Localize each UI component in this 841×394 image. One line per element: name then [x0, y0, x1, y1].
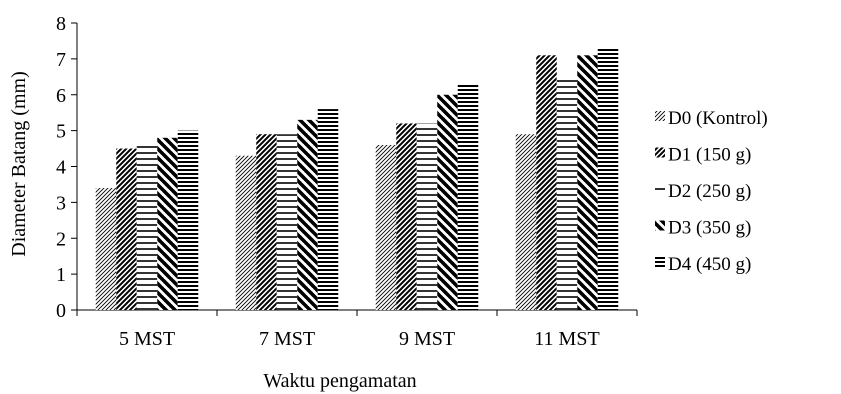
legend-label: D4 (450 g)	[668, 254, 751, 275]
bar-d3-11-mst	[577, 55, 598, 310]
bar-d0-5-mst	[95, 188, 117, 310]
x-axis-label: Waktu pengamatan	[263, 370, 416, 392]
legend-label: D1 (150 g)	[668, 145, 751, 166]
x-tick-label: 11 MST	[534, 328, 599, 350]
bar-d0-11-mst	[515, 134, 537, 310]
y-axis-label: Diameter Batang (mm)	[8, 71, 30, 257]
bar-d1-11-mst	[536, 55, 557, 310]
bar-d4-7-mst	[317, 109, 339, 310]
x-tick-label: 9 MST	[399, 328, 455, 350]
x-tick-label: 7 MST	[259, 328, 315, 350]
bar-d3-7-mst	[297, 119, 318, 310]
legend-label: D3 (350 g)	[668, 218, 751, 239]
y-tick-label: 0	[56, 300, 66, 322]
legend-swatch	[655, 220, 665, 231]
legend-swatch	[655, 184, 665, 194]
legend-swatch	[655, 111, 665, 121]
bar-d1-5-mst	[116, 148, 137, 310]
x-axis-ticks: 5 MST 7 MST 9 MST 11 MST	[76, 310, 638, 350]
legend-swatch	[655, 257, 665, 267]
bar-d2-11-mst	[556, 76, 578, 310]
y-tick-label: 4	[56, 157, 66, 179]
bar-d0-7-mst	[235, 155, 257, 310]
y-tick-label: 5	[56, 121, 66, 143]
bar-d2-9-mst	[416, 123, 438, 310]
bar-d1-9-mst	[396, 123, 417, 310]
y-axis-ticks: 0 1 2 3 4 5 6 7 8	[56, 13, 77, 322]
x-tick-label: 5 MST	[119, 328, 175, 350]
legend: D0 (Kontrol) D1 (150 g) D2 (250 g) D3 (350 …	[655, 108, 768, 275]
y-tick-label: 1	[56, 264, 66, 286]
bar-d0-9-mst	[375, 144, 397, 310]
bar-d2-5-mst	[136, 144, 158, 310]
y-tick-label: 3	[56, 192, 66, 214]
bar-d4-9-mst	[457, 83, 479, 310]
bar-d1-7-mst	[256, 134, 277, 310]
legend-swatch	[655, 147, 665, 158]
bars-group	[95, 48, 619, 311]
y-tick-label: 2	[56, 228, 66, 250]
bar-d2-7-mst	[276, 134, 298, 310]
legend-label: D0 (Kontrol)	[668, 108, 768, 129]
bar-d3-5-mst	[157, 137, 178, 310]
y-tick-label: 6	[56, 85, 66, 107]
y-tick-label: 7	[56, 49, 66, 71]
y-tick-label: 8	[56, 13, 66, 35]
bar-d3-9-mst	[437, 94, 458, 310]
bar-d4-11-mst	[597, 48, 619, 311]
bar-d4-5-mst	[177, 130, 199, 310]
legend-label: D2 (250 g)	[668, 181, 751, 202]
